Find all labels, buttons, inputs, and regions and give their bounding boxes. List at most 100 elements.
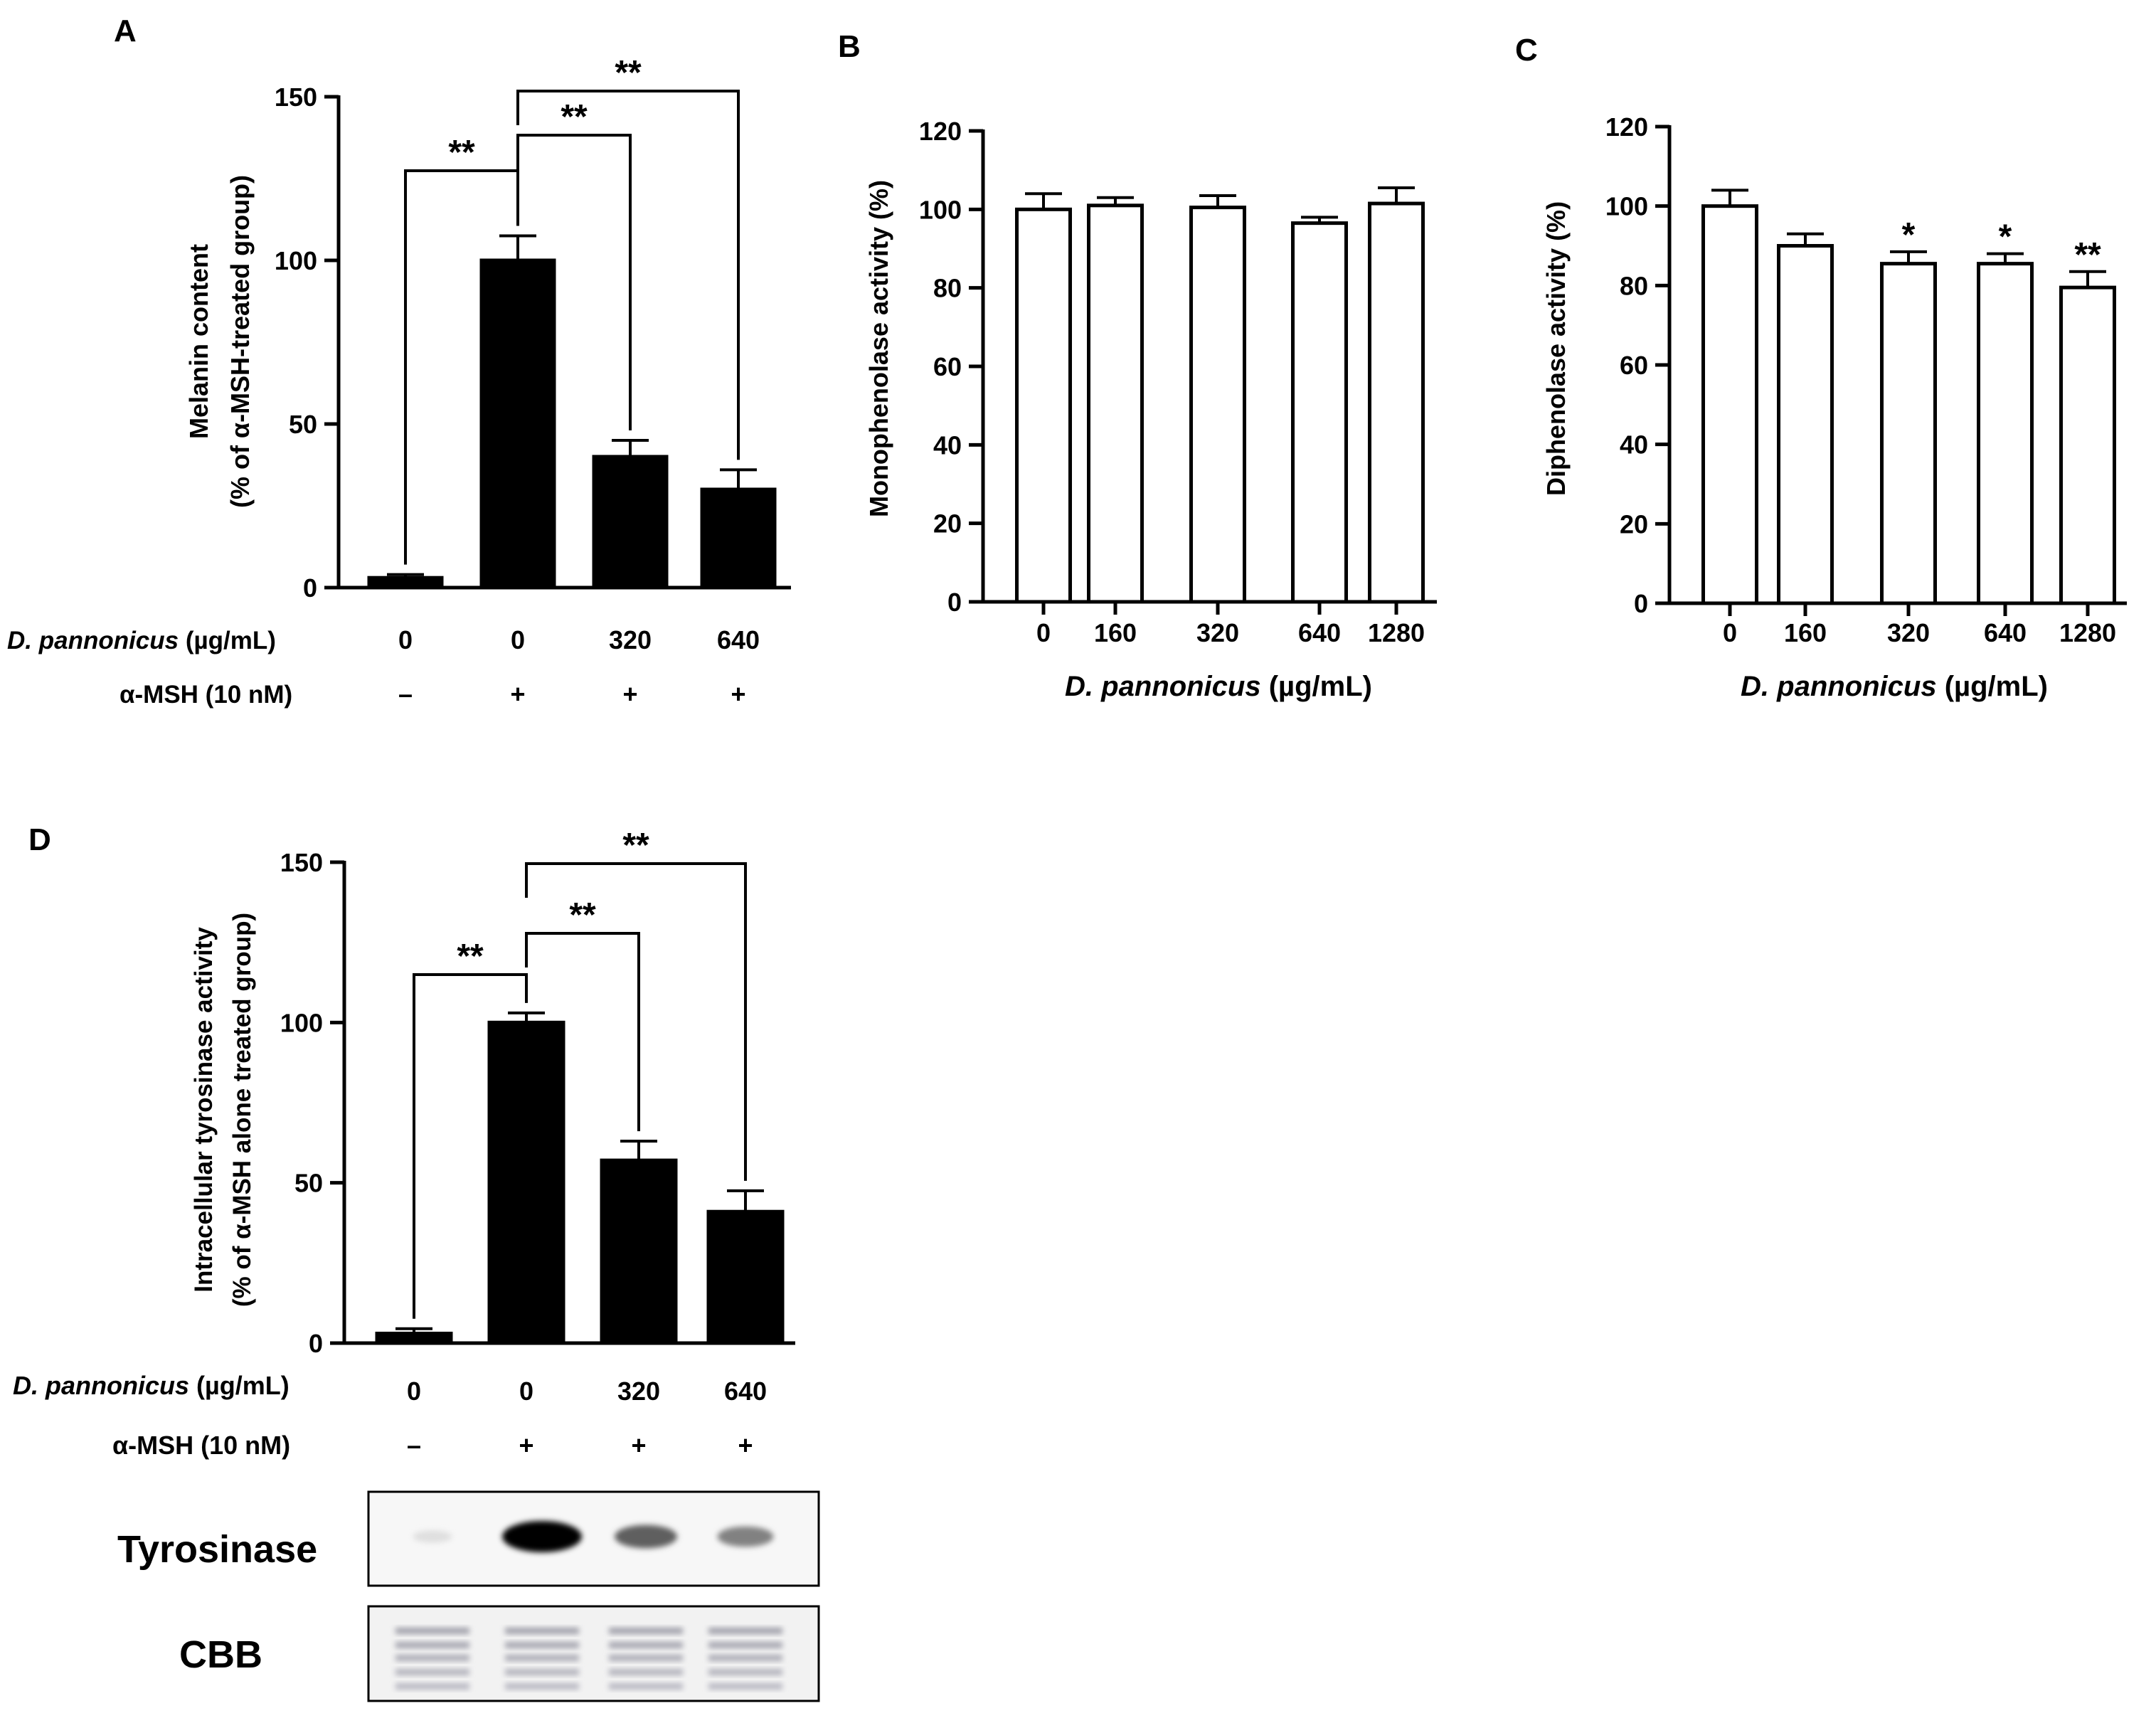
panel-d-category-label: 0 bbox=[407, 1377, 421, 1406]
panel-b-category-label: 640 bbox=[1298, 618, 1341, 647]
cbb-band bbox=[395, 1655, 469, 1661]
panel-d-bar bbox=[600, 1158, 678, 1345]
panel-d-significance-label: ** bbox=[569, 896, 596, 934]
panel-b-ytick-label: 0 bbox=[947, 588, 962, 617]
panel-b-ylabel: Monophenolase activity (%) bbox=[864, 180, 893, 517]
blot-cbb-label: CBB bbox=[179, 1633, 262, 1676]
panel-d-msh-sign: + bbox=[631, 1431, 646, 1460]
panel-c-bar bbox=[1777, 244, 1834, 605]
cbb-band bbox=[708, 1628, 782, 1634]
panel-a-category-label: 320 bbox=[609, 625, 652, 654]
panel-a-significance-bracket bbox=[516, 90, 740, 460]
panel-c-bar bbox=[1880, 262, 1937, 605]
panel-b-letter: B bbox=[838, 29, 861, 64]
panel-a-significance-label: ** bbox=[561, 98, 588, 136]
panel-c-ytick-label: 20 bbox=[1620, 509, 1648, 539]
panel-c-ytick-label: 0 bbox=[1634, 589, 1648, 618]
panel-d-msh-sign: + bbox=[738, 1431, 753, 1460]
panel-d-ylabel-line2: (% of α-MSH alone treated group) bbox=[228, 913, 256, 1307]
panel-a-msh-label: α-MSH (10 nM) bbox=[120, 681, 292, 709]
panel-d-significance-bracket bbox=[413, 973, 528, 1319]
panel-b-category-label: 160 bbox=[1094, 618, 1137, 647]
panel-c-category-label: 0 bbox=[1723, 618, 1737, 647]
panel-b-ytick-label: 100 bbox=[919, 195, 962, 224]
panel-d-dose-italic: D. pannonicus bbox=[13, 1371, 189, 1400]
panel-b-ytick-label: 120 bbox=[919, 117, 962, 146]
panel-d-msh-sign: – bbox=[407, 1431, 421, 1460]
panel-b-bar bbox=[1087, 203, 1144, 604]
panel-d-significance-bracket bbox=[525, 932, 640, 1132]
panel-c-plot: 0 20 40 60 80 100 120 0 160 320 * 640 * 1280 ** bbox=[1605, 112, 2127, 647]
panel-b-bar bbox=[1189, 206, 1246, 604]
panel-d-ytick-label: 100 bbox=[280, 1008, 323, 1037]
panel-a-ytick-label: 50 bbox=[289, 410, 317, 439]
panel-a-category-label: 640 bbox=[717, 625, 760, 654]
panel-b-plot: 0 20 40 60 80 100 120 0 160 320 640 1280 bbox=[919, 117, 1437, 647]
tyrosinase-band bbox=[615, 1525, 677, 1549]
panel-a-ytick-label: 150 bbox=[275, 83, 317, 112]
panel-a-dose-unit: (µg/mL) bbox=[179, 627, 276, 654]
blot-tyrosinase-label: Tyrosinase bbox=[117, 1528, 317, 1571]
panel-c-category-label: 160 bbox=[1784, 618, 1827, 647]
cbb-band bbox=[609, 1642, 683, 1648]
panel-b-ytick-label: 20 bbox=[933, 509, 962, 539]
panel-b: B Monophenolase activity (%) 0 20 40 60 80 10… bbox=[838, 29, 1437, 702]
panel-d-significance-bracket bbox=[525, 862, 747, 1181]
panel-b-ytick-label: 40 bbox=[933, 430, 962, 460]
panel-c-ylabel: Diphenolase activity (%) bbox=[1541, 201, 1571, 496]
panel-a-letter: A bbox=[114, 14, 137, 48]
panel-b-category-label: 320 bbox=[1196, 618, 1239, 647]
panel-c-bar bbox=[2059, 285, 2116, 605]
panel-d-letter: D bbox=[28, 822, 51, 857]
panel-c-bar bbox=[1977, 262, 2034, 605]
tyrosinase-band bbox=[502, 1521, 582, 1552]
panel-a-significance-bracket bbox=[404, 169, 519, 565]
panel-d-ytick-label: 50 bbox=[294, 1169, 323, 1198]
panel-b-category-label: 1280 bbox=[1368, 618, 1425, 647]
panel-c: C Diphenolase activity (%) 0 20 40 60 80 100 1… bbox=[1515, 33, 2127, 702]
panel-a-plot: 0 50 100 150 0 – 0 +320 +640 + ** ** ** bbox=[275, 54, 791, 709]
panel-d-ytick-label: 150 bbox=[280, 848, 323, 877]
panel-a-ylabel-line1: Melanin content bbox=[184, 244, 213, 439]
cbb-band bbox=[609, 1655, 683, 1661]
panel-a-msh-sign: + bbox=[510, 679, 525, 709]
cbb-band bbox=[708, 1642, 782, 1648]
panel-d-dose-label: D. pannonicus (µg/mL) bbox=[13, 1371, 290, 1400]
panel-d-bar bbox=[375, 1331, 453, 1345]
panel-c-ytick-label: 60 bbox=[1620, 351, 1648, 380]
panel-a-msh-sign: + bbox=[731, 679, 745, 709]
panel-c-bar bbox=[1701, 204, 1758, 605]
cbb-band bbox=[708, 1655, 782, 1661]
panel-b-xlabel-unit: (µg/mL) bbox=[1261, 671, 1372, 702]
cbb-band bbox=[708, 1683, 782, 1690]
panel-b-bar bbox=[1368, 201, 1425, 604]
panel-c-xlabel-unit: (µg/mL) bbox=[1937, 671, 2048, 702]
panel-d-significance-label: ** bbox=[457, 938, 484, 975]
panel-c-ytick-label: 120 bbox=[1605, 112, 1648, 142]
cbb-band bbox=[505, 1669, 579, 1675]
panel-b-xlabel-italic: D. pannonicus bbox=[1065, 671, 1261, 702]
panel-d-ylabel-line1: Intracellular tyrosinase activity bbox=[190, 927, 218, 1293]
panel-d-category-label: 640 bbox=[724, 1377, 767, 1406]
panel-d-plot: 0 50 100 150 0 – 0 +320 +640 + ** ** ** bbox=[280, 827, 795, 1460]
panel-a-bar bbox=[479, 258, 556, 590]
panel-c-category-label: 320 bbox=[1887, 618, 1930, 647]
panel-d-bar bbox=[487, 1020, 565, 1345]
panel-b-bar bbox=[1291, 221, 1348, 604]
panel-c-xlabel: D. pannonicus (µg/mL) bbox=[1741, 671, 2048, 702]
panel-a-significance-label: ** bbox=[448, 134, 475, 171]
panel-a-dose-label: D. pannonicus (µg/mL) bbox=[7, 627, 276, 654]
cbb-band bbox=[395, 1669, 469, 1675]
panel-d-category-label: 320 bbox=[617, 1377, 660, 1406]
tyrosinase-band bbox=[717, 1526, 774, 1547]
panel-d-bar bbox=[706, 1209, 785, 1345]
panel-a-ytick-label: 0 bbox=[303, 573, 317, 603]
panel-a-msh-sign: + bbox=[622, 679, 637, 709]
panel-b-ytick-label: 80 bbox=[933, 274, 962, 303]
panel-d-dose-unit: (µg/mL) bbox=[189, 1371, 290, 1400]
panel-c-category-label: 1280 bbox=[2059, 618, 2116, 647]
cbb-band bbox=[505, 1655, 579, 1661]
panel-c-ytick-label: 40 bbox=[1620, 430, 1648, 460]
cbb-band bbox=[708, 1669, 782, 1675]
